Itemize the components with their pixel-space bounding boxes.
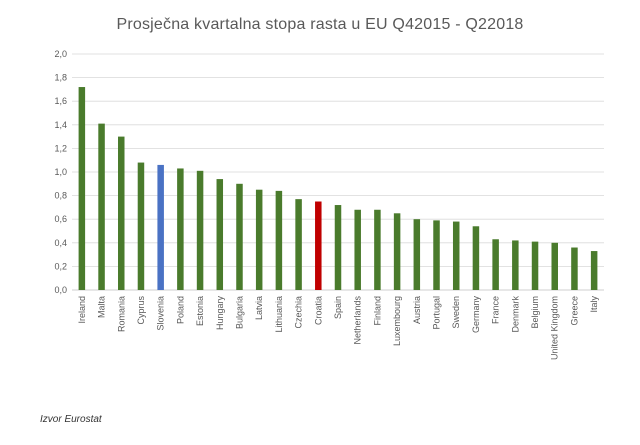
x-tick-label: Netherlands — [353, 296, 363, 345]
y-axis: 0,0 0,2 0,4 0,6 0,8 1,0 1,2 1,4 1,6 1,8 2,0 — [54, 49, 67, 295]
x-tick-label: United Kingdom — [550, 296, 560, 360]
bar-belgium — [531, 241, 539, 290]
x-tick-label: Italy — [589, 296, 599, 313]
bar-spain — [334, 205, 342, 290]
x-tick-label: Latvia — [254, 296, 264, 320]
bars — [78, 87, 598, 291]
x-tick-label: Denmark — [510, 296, 520, 333]
x-tick-label: Cyprus — [136, 296, 146, 325]
bar-lithuania — [275, 190, 283, 290]
bar-greece — [571, 247, 578, 290]
bar-bulgaria — [236, 183, 243, 290]
bar-italy — [590, 251, 598, 290]
bar-czechia — [295, 199, 302, 290]
x-tick-label: France — [491, 296, 501, 324]
y-tick-label: 1,2 — [54, 143, 67, 153]
bar-united-kingdom — [551, 242, 558, 290]
x-axis: Ireland Malta Romania Cyprus Slovenia Poland E… — [77, 296, 599, 361]
bar-sweden — [452, 221, 460, 290]
bar-finland — [374, 209, 381, 290]
y-tick-label: 1,6 — [54, 96, 67, 106]
bar-latvia — [255, 189, 263, 290]
x-tick-label: Austria — [412, 296, 422, 324]
bar-luxembourg — [393, 213, 401, 290]
x-tick-label: Portugal — [432, 296, 442, 330]
y-tick-label: 2,0 — [54, 49, 67, 59]
bar-germany — [472, 226, 480, 290]
y-tick-label: 0,2 — [54, 261, 67, 271]
bar-denmark — [512, 240, 519, 290]
y-tick-label: 1,0 — [54, 167, 67, 177]
y-tick-label: 0,0 — [54, 285, 67, 295]
x-tick-label: Malta — [97, 296, 107, 318]
bar-ireland — [78, 87, 86, 290]
x-tick-label: Ireland — [77, 296, 87, 324]
chart-title: Prosječna kvartalna stopa rasta u EU Q42… — [116, 16, 524, 33]
bar-netherlands — [354, 209, 361, 290]
bar-estonia — [196, 170, 204, 290]
bar-croatia — [315, 201, 322, 290]
x-tick-label: Belgium — [530, 296, 540, 329]
y-tick-label: 0,6 — [54, 214, 67, 224]
x-tick-label: Greece — [569, 296, 579, 326]
x-tick-label: Luxembourg — [392, 296, 402, 346]
x-tick-label: Bulgaria — [234, 296, 244, 329]
x-tick-label: Finland — [372, 296, 382, 326]
bar-austria — [413, 219, 421, 290]
bar-portugal — [433, 220, 440, 290]
x-tick-label: Croatia — [313, 296, 323, 325]
y-tick-label: 1,8 — [54, 73, 67, 83]
bar-france — [492, 239, 499, 290]
y-tick-label: 1,4 — [54, 120, 67, 130]
y-tick-label: 0,8 — [54, 191, 67, 201]
x-tick-label: Romania — [116, 296, 126, 332]
x-tick-label: Spain — [333, 296, 343, 319]
bar-malta — [98, 123, 105, 291]
x-tick-label: Sweden — [451, 296, 461, 329]
bar-slovenia — [157, 164, 164, 290]
x-tick-label: Slovenia — [156, 296, 166, 331]
x-tick-label: Lithuania — [274, 296, 284, 333]
y-tick-label: 0,4 — [54, 238, 67, 248]
source-note: Izvor Eurostat — [40, 414, 102, 425]
x-tick-label: Poland — [175, 296, 185, 324]
bar-romania — [118, 136, 125, 290]
x-tick-label: Estonia — [195, 296, 205, 326]
x-tick-label: Hungary — [215, 296, 225, 331]
x-tick-label: Germany — [471, 296, 481, 334]
bar-poland — [177, 168, 184, 290]
x-tick-label: Czechia — [294, 296, 304, 329]
bar-hungary — [216, 179, 224, 290]
bar-cyprus — [137, 162, 145, 290]
